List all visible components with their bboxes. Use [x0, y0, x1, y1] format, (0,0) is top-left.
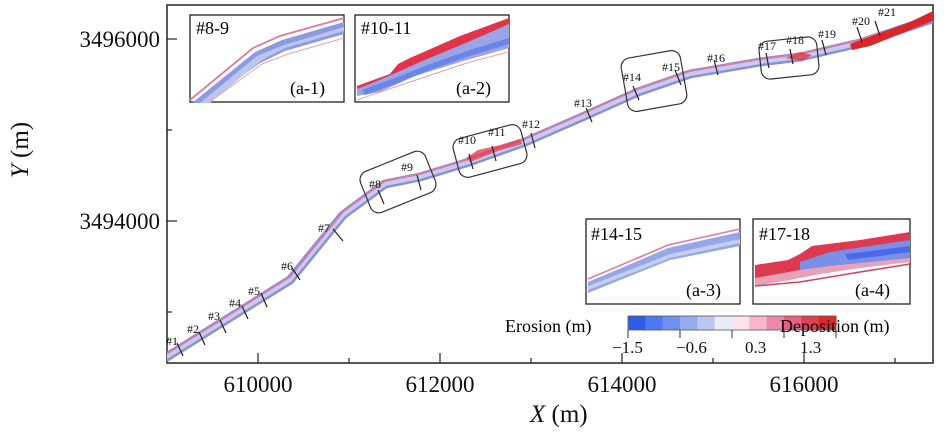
x-tick-label: 614000	[588, 372, 657, 397]
colorbar-deposition-label: Deposition (m)	[780, 316, 890, 337]
colorbar-tick: −1.5	[612, 338, 643, 357]
inset-tag: (a-4)	[855, 280, 890, 301]
colorbar-swatch	[628, 316, 646, 330]
colorbar-swatch	[714, 316, 733, 330]
colorbar-swatches	[628, 316, 837, 330]
inset-a4: #17-18 (a-4)	[752, 218, 911, 305]
x-axis-title: X (m)	[529, 401, 588, 428]
colorbar-swatch	[766, 316, 785, 330]
colorbar-swatch	[697, 316, 716, 330]
section-label: #1	[166, 334, 178, 348]
section-label: #6	[281, 259, 293, 273]
inset-title: #14-15	[591, 224, 642, 244]
colorbar-swatch	[784, 316, 802, 330]
section-label: #15	[662, 60, 680, 74]
y-tick-label: 3496000	[80, 27, 161, 52]
section-label: #18	[786, 33, 804, 47]
x-tick-label: 610000	[224, 372, 293, 397]
colorbar-swatch	[645, 316, 664, 330]
section-label: #7	[318, 221, 330, 235]
colorbar-tick: 1.3	[800, 338, 821, 357]
section-label: #8	[369, 177, 381, 191]
colorbar-swatch	[801, 316, 820, 330]
section-label: #13	[574, 96, 592, 110]
colorbar-swatch	[662, 316, 681, 330]
colorbar-swatch	[749, 316, 768, 330]
section-markers	[176, 20, 881, 357]
inset-tag: (a-3)	[686, 280, 721, 301]
inset-title: #17-18	[759, 224, 810, 244]
y-axis-title: Y (m)	[7, 122, 34, 178]
highlight-boxes	[359, 36, 820, 214]
inset-title: #10-11	[361, 18, 411, 38]
x-tick-label: 612000	[406, 372, 475, 397]
colorbar-swatch	[818, 316, 837, 330]
x-tick-label: 616000	[770, 372, 839, 397]
colorbar-swatch	[732, 316, 750, 330]
colorbar-swatch	[680, 316, 698, 330]
section-label: #5	[248, 284, 260, 298]
section-label: #16	[707, 51, 725, 65]
section-label: #21	[878, 5, 896, 19]
colorbar-erosion-label: Erosion (m)	[505, 316, 591, 337]
section-label: #19	[818, 27, 836, 41]
colorbar-tick: 0.3	[745, 338, 766, 357]
inset-a3: #14-15 (a-3)	[585, 218, 741, 305]
colorbar-tick: −0.6	[676, 338, 707, 357]
colorbar: Erosion (m) Deposition (m) −1.5 −0.6 0.3…	[505, 314, 890, 357]
inset-tag: (a-2)	[456, 78, 491, 99]
inset-tag: (a-1)	[290, 78, 325, 99]
inset-title: #8-9	[196, 18, 229, 38]
axis-ticks	[167, 38, 896, 363]
inset-a1: #8-9 (a-1)	[189, 14, 345, 104]
section-label: #20	[852, 14, 870, 28]
section-label: #4	[229, 296, 241, 310]
section-label: #11	[488, 125, 506, 139]
section-label: #12	[522, 117, 540, 131]
section-label: #14	[623, 70, 641, 84]
section-label: #9	[401, 160, 413, 174]
section-label: #3	[208, 309, 220, 323]
section-label: #10	[458, 133, 476, 147]
section-label: #2	[187, 322, 199, 336]
y-tick-label: 3494000	[80, 209, 161, 234]
river-channel	[167, 10, 933, 362]
inset-a2: #10-11 (a-2)	[354, 14, 510, 103]
